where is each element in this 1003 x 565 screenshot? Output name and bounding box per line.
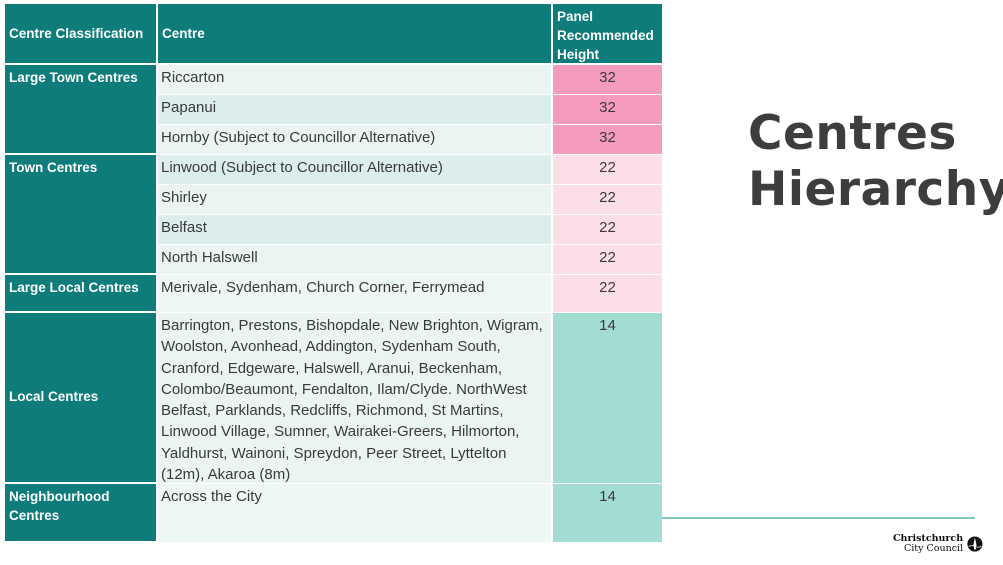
centre-cell: Riccarton bbox=[158, 65, 551, 95]
header-classification: Centre Classification bbox=[5, 4, 156, 65]
header-height-line1: Panel bbox=[557, 9, 594, 24]
logo-line2: City Council bbox=[903, 543, 964, 554]
height-cell: 14 bbox=[553, 484, 662, 543]
height-cell: 32 bbox=[553, 95, 662, 125]
header-centre: Centre bbox=[158, 4, 551, 65]
logo-text: Christchurch City Council bbox=[893, 534, 963, 554]
height-cell: 22 bbox=[553, 215, 662, 245]
classification-local: Local Centres bbox=[5, 313, 156, 484]
centre-cell: Belfast bbox=[158, 215, 551, 245]
classification-large-town: Large Town Centres bbox=[5, 65, 156, 155]
height-cell: 22 bbox=[553, 275, 662, 313]
height-cell: 22 bbox=[553, 185, 662, 215]
divider-line bbox=[662, 517, 975, 519]
centres-table: Centre Classification Centre Panel Recom… bbox=[5, 4, 662, 543]
centre-cell: Linwood (Subject to Councillor Alternati… bbox=[158, 155, 551, 185]
header-height-line2: Recommended bbox=[557, 28, 654, 43]
logo-line1: Christchurch bbox=[893, 533, 964, 544]
header-panel-height: Panel Recommended Height bbox=[553, 4, 662, 65]
height-cell: 14 bbox=[553, 313, 662, 484]
council-logo: Christchurch City Council bbox=[893, 532, 983, 556]
centre-cell: Papanui bbox=[158, 95, 551, 125]
centre-cell-local-list: Barrington, Prestons, Bishopdale, New Br… bbox=[158, 313, 551, 484]
centre-cell: Across the City bbox=[158, 484, 551, 543]
height-cell: 22 bbox=[553, 155, 662, 185]
height-cell: 32 bbox=[553, 65, 662, 95]
classification-neighbourhood: Neighbourhood Centres bbox=[5, 484, 156, 543]
classification-large-local: Large Local Centres bbox=[5, 275, 156, 313]
header-height-line3: Height bbox=[557, 47, 599, 62]
centre-cell: Shirley bbox=[158, 185, 551, 215]
height-cell: 22 bbox=[553, 245, 662, 275]
centre-cell: Hornby (Subject to Councillor Alternativ… bbox=[158, 125, 551, 155]
centre-cell: Merivale, Sydenham, Church Corner, Ferry… bbox=[158, 275, 551, 313]
height-cell: 32 bbox=[553, 125, 662, 155]
slide-title-line1: Centres bbox=[748, 106, 957, 161]
slide-title-line2: Hierarchy bbox=[748, 162, 1003, 217]
classification-town: Town Centres bbox=[5, 155, 156, 275]
centre-cell: North Halswell bbox=[158, 245, 551, 275]
cathedral-spire-icon bbox=[967, 536, 983, 552]
slide-title: Centres Hierarchy bbox=[748, 106, 1003, 218]
